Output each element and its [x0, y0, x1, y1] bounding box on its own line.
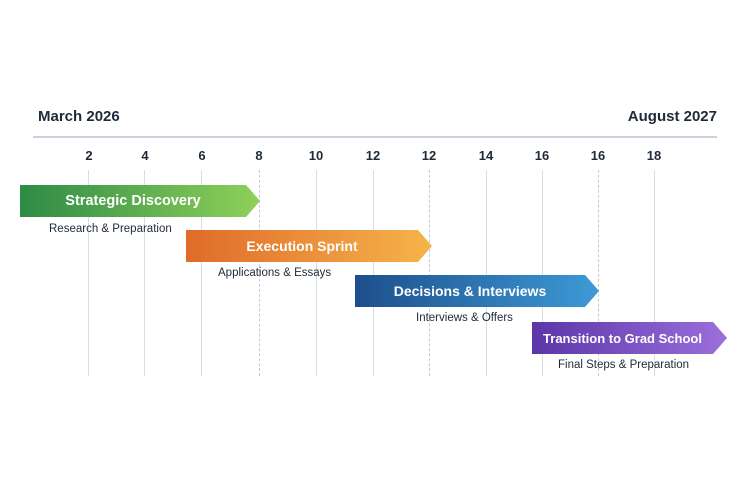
phase-title: Transition to Grad School: [543, 330, 702, 346]
phase-subtitle: Applications & Essays: [218, 267, 332, 279]
phase-subtitle: Research & Preparation: [49, 223, 172, 235]
gridline: [316, 170, 317, 376]
gridline: [429, 170, 430, 376]
gridline: [598, 170, 599, 376]
tick-label: 8: [255, 148, 263, 163]
gridline: [259, 170, 260, 376]
start-date-label: March 2026: [38, 108, 120, 125]
gridline: [144, 170, 145, 376]
timeline-axis: [33, 136, 717, 138]
gridline: [654, 170, 655, 376]
phase-bar-decisions-interviews: Decisions & Interviews: [355, 275, 599, 307]
tick-label: 16: [534, 148, 550, 163]
gridline: [373, 170, 374, 376]
tick-label: 18: [646, 148, 662, 163]
tick-label: 6: [198, 148, 206, 163]
phase-title: Strategic Discovery: [65, 193, 201, 209]
phase-title: Execution Sprint: [246, 238, 358, 254]
phase-bar-transition-grad-school: Transition to Grad School: [532, 322, 727, 354]
gridline: [486, 170, 487, 376]
phase-bar-execution-sprint: Execution Sprint: [186, 230, 432, 262]
tick-label: 12: [365, 148, 381, 163]
gridline: [542, 170, 543, 376]
phase-title: Decisions & Interviews: [393, 283, 547, 299]
phase-subtitle: Interviews & Offers: [416, 312, 513, 324]
end-date-label: August 2027: [627, 108, 717, 125]
gridline: [88, 170, 89, 376]
phase-subtitle: Final Steps & Preparation: [558, 359, 690, 371]
tick-label: 2: [85, 148, 93, 163]
tick-label: 14: [478, 148, 494, 163]
phase-bar-strategic-discovery: Strategic Discovery: [20, 185, 260, 217]
tick-label: 16: [590, 148, 606, 163]
tick-label: 10: [308, 148, 324, 163]
tick-label: 12: [421, 148, 437, 163]
tick-label: 4: [141, 148, 149, 163]
gridline: [201, 170, 202, 376]
